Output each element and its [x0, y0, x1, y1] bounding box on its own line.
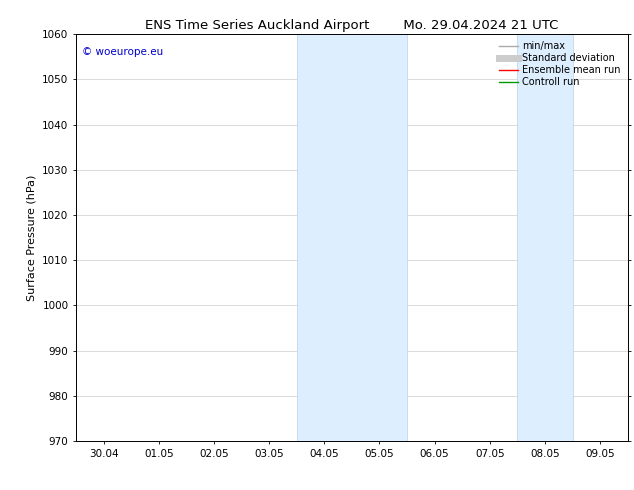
Text: © woeurope.eu: © woeurope.eu — [82, 47, 163, 56]
Bar — [297, 34, 407, 441]
Y-axis label: Surface Pressure (hPa): Surface Pressure (hPa) — [27, 174, 37, 301]
Title: ENS Time Series Auckland Airport        Mo. 29.04.2024 21 UTC: ENS Time Series Auckland Airport Mo. 29.… — [145, 19, 559, 32]
Legend: min/max, Standard deviation, Ensemble mean run, Controll run: min/max, Standard deviation, Ensemble me… — [497, 39, 623, 89]
Bar — [517, 34, 573, 441]
